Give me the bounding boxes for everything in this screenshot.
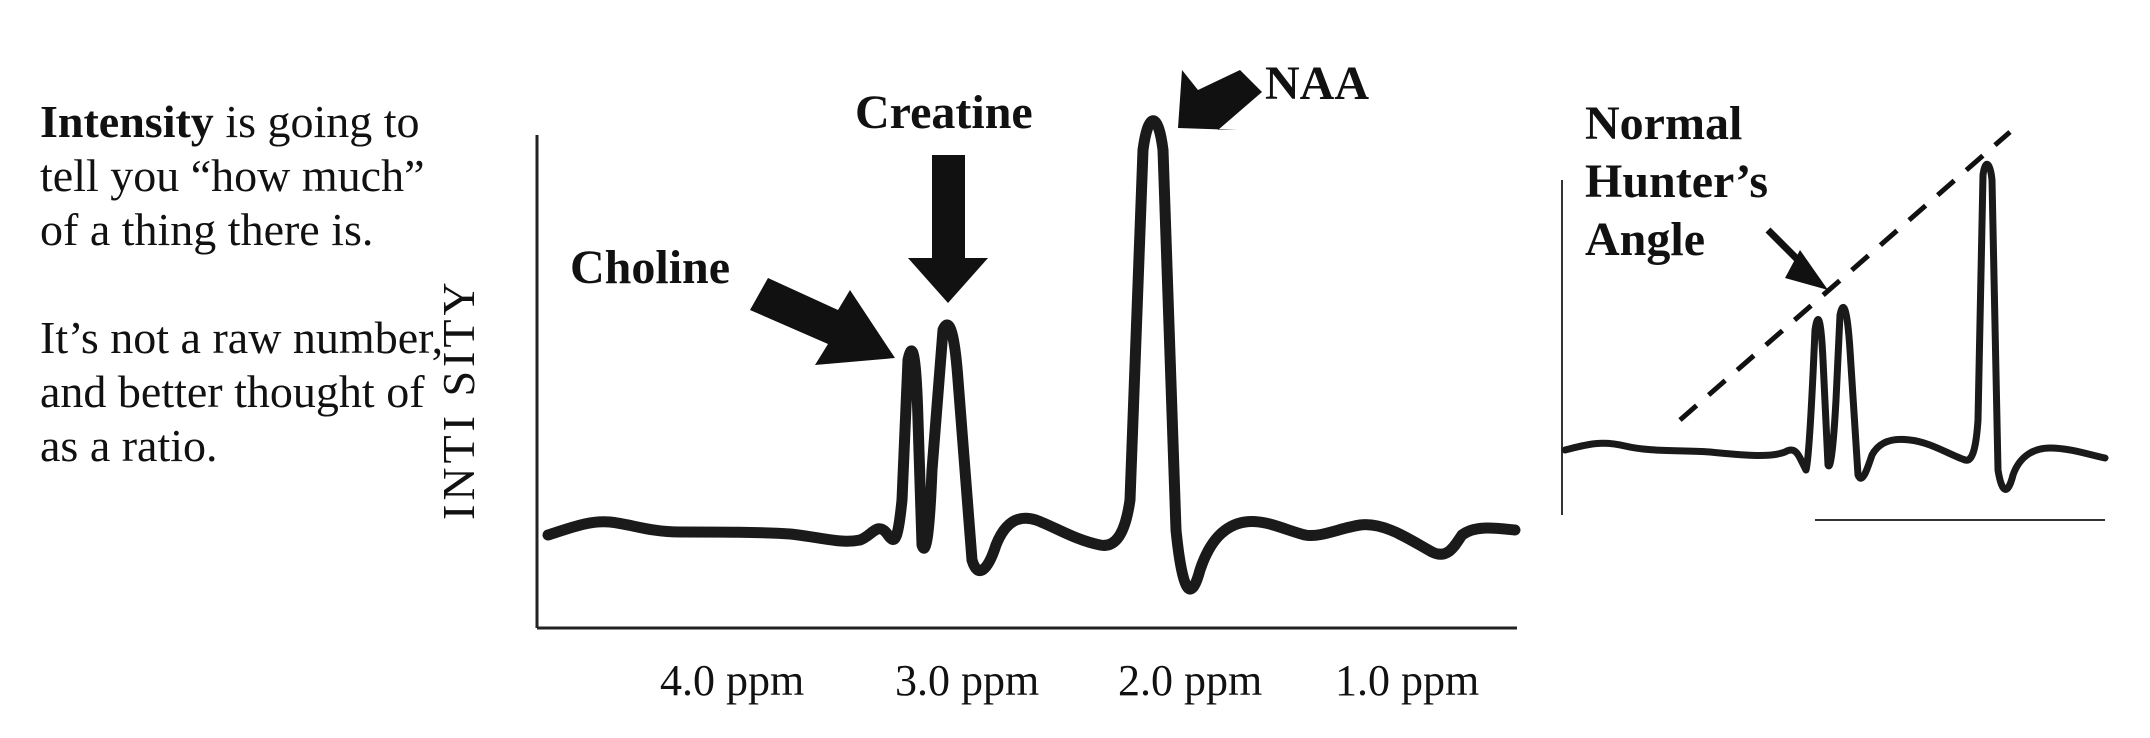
ratio-paragraph: It’s not a raw number, and better though… — [40, 312, 444, 471]
x-tick-label: 1.0 ppm — [1335, 656, 1480, 705]
x-tick-label: 4.0 ppm — [660, 656, 805, 705]
main-spectrum-trace — [542, 115, 1521, 595]
hunters-angle-arrow-head — [1785, 250, 1828, 290]
intensity-paragraph: Intensity is going to tell you “how much… — [40, 95, 460, 257]
x-tick-label: 3.0 ppm — [895, 656, 1040, 705]
naa-label: NAA — [1265, 57, 1369, 110]
intensity-description: is going to tell you “how much” of a thi… — [40, 96, 425, 255]
explanation-text: Intensity is going to tell you “how much… — [40, 95, 460, 527]
intensity-term: Intensity — [40, 96, 214, 147]
creatine-label: Creatine — [855, 86, 1033, 139]
naa-arrow — [1178, 70, 1262, 130]
inset-label-hunters: Hunter’s — [1585, 155, 1769, 208]
inset-label-normal: Normal — [1585, 97, 1743, 150]
choline-arrow — [750, 278, 895, 365]
creatine-arrow — [908, 155, 988, 303]
choline-label: Choline — [570, 241, 731, 294]
inset-label-angle: Angle — [1585, 213, 1705, 266]
inset-spectrum-trace — [1561, 160, 2109, 493]
x-tick-label: 2.0 ppm — [1118, 656, 1263, 705]
